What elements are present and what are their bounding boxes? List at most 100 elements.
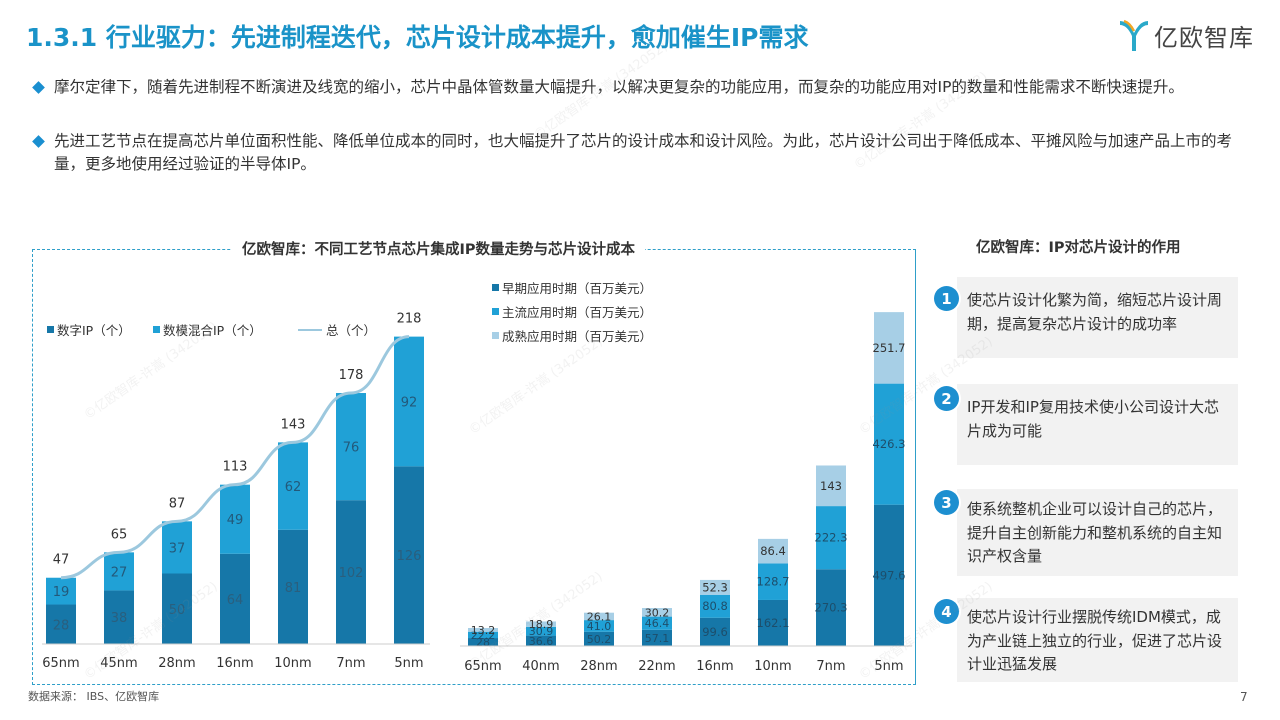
bar-digital-ip <box>220 553 250 644</box>
legend-mixed-ip: 数模混合IP（个） <box>153 320 262 339</box>
data-label: 270.3 <box>815 601 848 615</box>
bar-mixed-ip <box>336 393 366 501</box>
legend-early: 早期应用时期（百万美元） <box>492 278 652 297</box>
x-tick-label: 45nm <box>100 656 137 671</box>
data-label: 57.1 <box>645 632 670 645</box>
ip-role-card-3: 使系统整机企业可以设计自己的芯片，提升自主创新能力和整机系统的自主知识产权含量 <box>957 489 1238 576</box>
bullet-text: 先进工艺节点在提高芯片单位面积性能、降低单位成本的同时，也大幅提升了芯片的设计成… <box>54 132 1233 173</box>
x-tick-label: 22nm <box>638 659 675 674</box>
page-title: 1.3.1 行业驱力：先进制程迭代，芯片设计成本提升，愈加催生IP需求 <box>26 23 809 52</box>
total-label: 178 <box>339 368 364 383</box>
bar-early-stage <box>758 599 788 646</box>
bar-mature-stage <box>468 627 498 632</box>
legend-digital-ip: 数字IP（个） <box>47 320 131 339</box>
data-label: 28 <box>53 618 70 633</box>
x-tick-label: 65nm <box>42 656 79 671</box>
data-label: 37 <box>169 541 186 556</box>
data-label: 86.4 <box>760 544 786 558</box>
x-tick-label: 7nm <box>336 656 365 671</box>
data-label: 81 <box>285 581 302 596</box>
legend-swatch <box>153 326 160 333</box>
data-label: 426.3 <box>873 437 906 451</box>
data-label: 251.7 <box>873 341 906 355</box>
legend-label: 主流应用时期（百万美元） <box>502 305 653 320</box>
ip-role-text: 使系统整机企业可以设计自己的芯片，提升自主创新能力和整机系统的自主知识产权含量 <box>967 500 1223 565</box>
x-tick-label: 28nm <box>158 656 195 671</box>
number-badge-2: 2 <box>934 386 959 411</box>
total-label: 113 <box>223 460 248 475</box>
bar-mixed-ip <box>46 577 76 605</box>
data-label: 19 <box>53 585 70 600</box>
legend-mainstream: 主流应用时期（百万美元） <box>492 302 652 321</box>
number-badge-4: 4 <box>934 599 959 624</box>
bar-early-stage <box>526 635 556 646</box>
legend-mature: 成熟应用时期（百万美元） <box>492 326 652 345</box>
bullet-1: 摩尔定律下，随着先进制程不断演进及线宽的缩小，芯片中晶体管数量大幅提升，以解决更… <box>32 76 1259 99</box>
data-label: 46.4 <box>645 617 670 630</box>
bar-mixed-ip <box>278 442 308 530</box>
legend-swatch <box>47 326 54 333</box>
legend-total: 总（个） <box>298 320 376 339</box>
x-tick-label: 10nm <box>754 659 791 674</box>
x-tick-label: 40nm <box>522 659 559 674</box>
ip-role-card-2: IP开发和IP复用技术使小公司设计大芯片成为可能 <box>957 384 1238 465</box>
total-label: 47 <box>53 553 70 568</box>
bar-early-stage <box>816 569 846 646</box>
bar-mature-stage <box>816 465 846 507</box>
data-label: 222.3 <box>815 531 848 545</box>
bar-early-stage <box>700 617 730 646</box>
data-label: 143 <box>820 479 842 493</box>
bar-mixed-ip <box>220 484 250 554</box>
bar-digital-ip <box>46 604 76 644</box>
data-label: 162.1 <box>757 616 790 630</box>
number-badge-1: 1 <box>934 286 959 311</box>
legend-label: 成熟应用时期（百万美元） <box>502 329 653 344</box>
ip-role-text: 使芯片设计行业摆脱传统IDM模式，成为产业链上独立的行业，促进了芯片设计业迅猛发… <box>967 608 1223 673</box>
bar-mature-stage <box>758 538 788 564</box>
total-label: 87 <box>169 496 186 511</box>
data-label: 80.8 <box>702 599 728 613</box>
data-label: 27 <box>111 565 128 580</box>
bullet-2: 先进工艺节点在提高芯片单位面积性能、降低单位成本的同时，也大幅提升了芯片的设计成… <box>32 130 1259 176</box>
data-label: 102 <box>339 566 364 581</box>
x-tick-label: 5nm <box>394 656 423 671</box>
data-label: 22.2 <box>471 629 496 642</box>
data-label: 126 <box>397 549 422 564</box>
chart-panel-title: 亿欧智库：不同工艺节点芯片集成IP数量走势与芯片设计成本 <box>232 238 646 259</box>
data-label: 38 <box>111 611 128 626</box>
bar-early-stage <box>468 638 498 646</box>
legend-label: 数字IP（个） <box>57 323 131 338</box>
bar-digital-ip <box>336 500 366 644</box>
bar-mainstream-stage <box>874 383 904 505</box>
bar-mainstream-stage <box>642 616 672 630</box>
bar-digital-ip <box>394 466 424 644</box>
bar-early-stage <box>642 629 672 646</box>
data-label: 18.9 <box>529 618 554 631</box>
total-label: 143 <box>281 417 306 432</box>
bar-mixed-ip <box>104 552 134 591</box>
bar-digital-ip <box>162 573 192 644</box>
total-line <box>60 335 410 580</box>
data-label: 497.6 <box>873 568 906 582</box>
data-label: 76 <box>343 441 360 456</box>
data-label: 30.9 <box>529 625 554 638</box>
x-tick-label: 65nm <box>464 659 501 674</box>
page-number: 7 <box>1240 690 1248 704</box>
bar-mature-stage <box>584 612 614 621</box>
data-label: 92 <box>401 395 418 410</box>
x-tick-label: 5nm <box>874 659 903 674</box>
ip-role-text: IP开发和IP复用技术使小公司设计大芯片成为可能 <box>967 398 1219 440</box>
data-source: 数据来源： IBS、亿欧智库 <box>28 690 160 703</box>
data-label: 30.2 <box>645 606 670 619</box>
bar-mainstream-stage <box>584 620 614 632</box>
data-label: 128.7 <box>757 575 790 589</box>
data-label: 62 <box>285 480 302 495</box>
data-label: 50 <box>169 603 186 618</box>
legend-line-swatch <box>298 328 322 331</box>
data-label: 36.6 <box>529 635 554 648</box>
legend-label: 数模混合IP（个） <box>163 323 262 338</box>
x-tick-label: 7nm <box>816 659 845 674</box>
data-label: 41.0 <box>587 620 612 633</box>
x-tick-label: 28nm <box>580 659 617 674</box>
